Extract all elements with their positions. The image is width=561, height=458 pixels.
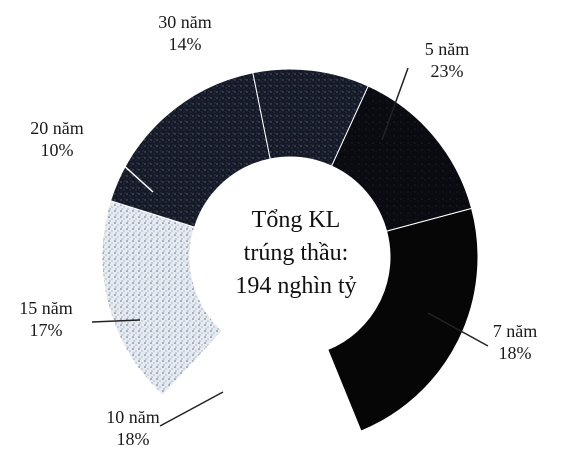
slice-30-nam — [330, 85, 473, 232]
leader-line-7-nam — [427, 312, 489, 347]
slice-percent-30-nam: 14% — [169, 34, 202, 54]
leader-line-5-nam — [381, 67, 409, 141]
leader-line-20-nam — [97, 141, 154, 193]
slice-7-nam — [162, 330, 362, 445]
slice-percent-7-nam: 18% — [499, 343, 532, 363]
slice-label-15-nam: 15 năm — [19, 298, 73, 318]
slice-10-nam — [101, 200, 224, 397]
center-text-line-3: 194 nghìn tỷ — [235, 273, 356, 299]
slice-label-7-nam: 7 năm — [493, 321, 538, 341]
leader-line-10-nam — [159, 391, 224, 427]
slice-label-5-nam: 5 năm — [425, 39, 470, 59]
slice-label-20-nam: 20 năm — [30, 118, 84, 138]
center-text-line-2: trúng thầu: — [244, 240, 349, 266]
slice-percent-15-nam: 17% — [30, 320, 63, 340]
slice-percent-5-nam: 23% — [431, 61, 464, 81]
slice-label-10-nam: 10 năm — [106, 407, 160, 427]
slice-percent-20-nam: 10% — [41, 140, 74, 160]
slice-15-nam — [109, 72, 271, 228]
center-text-line-1: Tổng KL — [252, 207, 341, 233]
leader-line-15-nam — [91, 319, 141, 323]
slice-label-30-nam: 30 năm — [158, 12, 212, 32]
slice-percent-10-nam: 18% — [117, 429, 150, 449]
slice-5-nam — [327, 207, 479, 432]
